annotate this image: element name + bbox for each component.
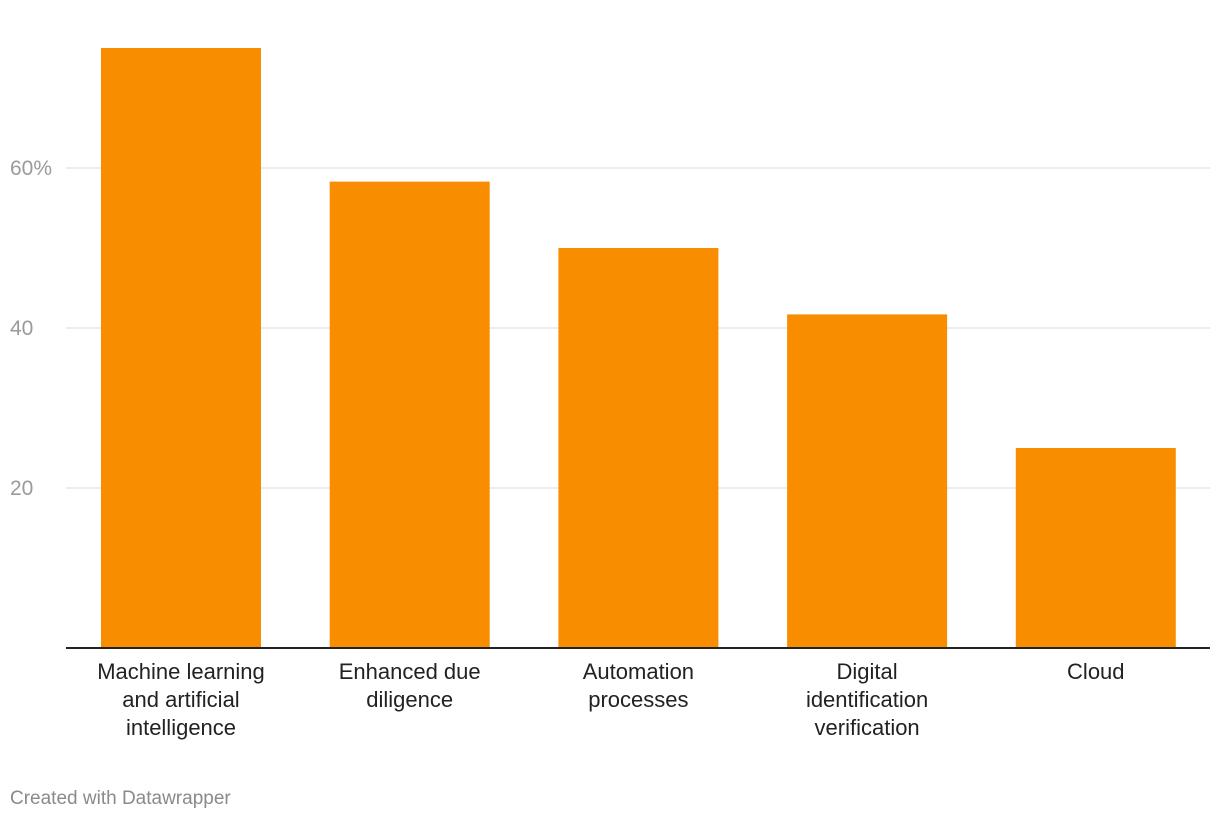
x-tick-label: Enhanced due diligence xyxy=(339,659,481,712)
x-tick-label-line: Automation xyxy=(583,659,694,684)
x-tick-label-line: and artificial xyxy=(122,687,239,712)
x-tick-label: Machine learning and artificial intelligen… xyxy=(97,659,265,740)
x-tick-label: Automation processes xyxy=(583,659,694,712)
x-tick-label-line: diligence xyxy=(366,687,453,712)
y-tick-label: 60% xyxy=(10,157,52,180)
x-tick-label: Digital identification verification xyxy=(806,659,928,740)
x-tick-label-line: Digital xyxy=(837,659,898,684)
x-tick-label-line: Cloud xyxy=(1067,659,1124,684)
x-tick-label-line: Enhanced due xyxy=(339,659,481,684)
x-tick-label-line: identification xyxy=(806,687,928,712)
x-tick-label: Cloud xyxy=(1067,659,1124,684)
x-tick-label-line: intelligence xyxy=(126,715,236,740)
y-tick-label: 40 xyxy=(10,317,33,340)
x-tick-label-line: verification xyxy=(815,715,920,740)
bar xyxy=(1015,448,1176,648)
bar xyxy=(329,181,490,648)
category-labels: Machine learning and artificial intelligen… xyxy=(97,659,1124,740)
bar xyxy=(558,248,719,648)
x-tick-label-line: Machine learning xyxy=(97,659,265,684)
bar xyxy=(101,48,261,648)
x-tick-label-line: processes xyxy=(588,687,688,712)
y-tick-label: 20 xyxy=(10,477,33,500)
datawrapper-credit[interactable]: Created with Datawrapper xyxy=(10,788,231,809)
bars xyxy=(101,48,1176,648)
bar xyxy=(787,314,948,648)
